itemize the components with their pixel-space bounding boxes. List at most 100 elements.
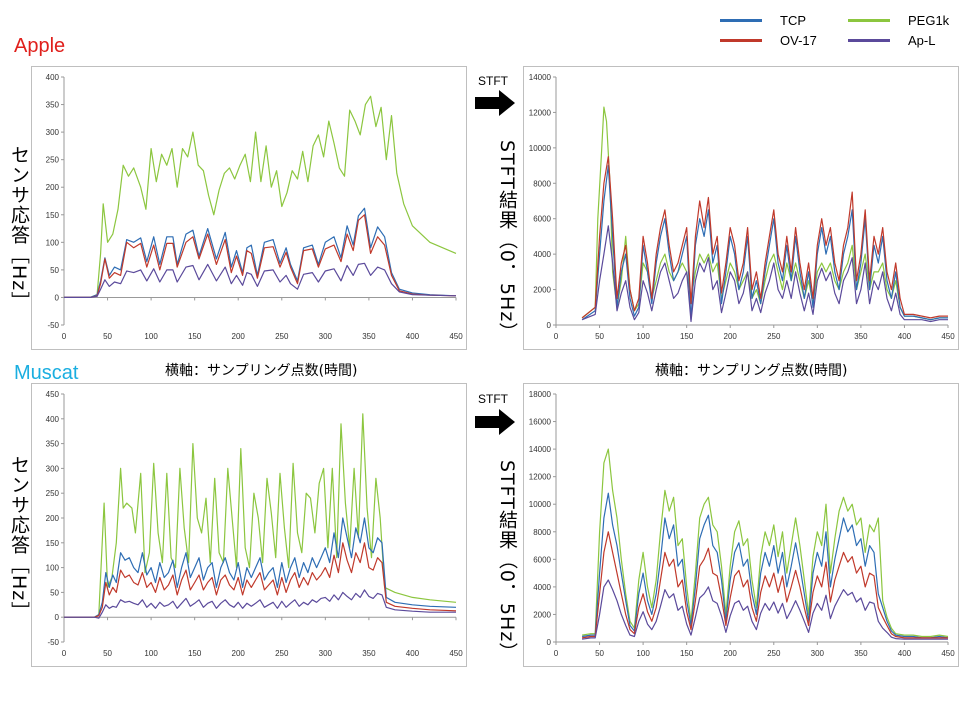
y-tick-label: 50: [50, 266, 59, 275]
x-tick-label: 200: [724, 332, 738, 341]
y-tick-label: 150: [46, 539, 60, 548]
y-tick-label: 350: [46, 101, 60, 110]
x-tick-label: 450: [449, 332, 463, 341]
y-tick-label: -50: [47, 638, 59, 647]
y-tick-label: 4000: [533, 250, 551, 259]
y-tick-label: 8000: [533, 179, 551, 188]
y-tick-label: 200: [46, 514, 60, 523]
y-tick-label: -50: [47, 321, 59, 330]
series-line-peg1k: [64, 95, 457, 298]
legend-item-tcp: TCP: [720, 10, 806, 30]
y-tick-label: 400: [46, 73, 60, 82]
x-tick-label: 150: [188, 332, 202, 341]
y-tick-label: 8000: [533, 528, 551, 537]
y-tick-label: 4000: [533, 583, 551, 592]
y-tick-label: 0: [55, 293, 60, 302]
apple-stft-ylabel: STFT結果（0．5Hz）: [496, 140, 518, 343]
x-tick-label: 100: [144, 649, 158, 658]
y-tick-label: 50: [50, 588, 59, 597]
legend-swatch-ov17: [720, 38, 762, 42]
x-tick-label: 400: [898, 332, 912, 341]
x-tick-label: 250: [275, 332, 289, 341]
x-tick-label: 150: [188, 649, 202, 658]
apple-stft-xlabel: 横軸：サンプリング点数(時間): [655, 363, 848, 379]
series-line-tcp: [64, 517, 457, 618]
x-tick-label: 450: [941, 649, 955, 658]
y-tick-label: 10000: [529, 144, 552, 153]
y-tick-label: 300: [46, 128, 60, 137]
y-tick-label: 0: [547, 321, 552, 330]
x-tick-label: 450: [941, 332, 955, 341]
series-line-apl: [582, 579, 948, 640]
x-tick-label: 150: [680, 332, 694, 341]
legend: TCP OV-17 PEG1k Ap-L: [720, 10, 960, 50]
x-tick-label: 250: [767, 332, 781, 341]
legend-item-peg1k: PEG1k: [848, 10, 949, 30]
y-tick-label: 2000: [533, 286, 551, 295]
x-tick-label: 50: [595, 649, 604, 658]
muscat-stft-ylabel: STFT結果（0．5Hz）: [496, 460, 518, 663]
series-line-ov17: [581, 156, 948, 319]
legend-swatch-apl: [848, 38, 890, 42]
legend-label-ov17: OV-17: [780, 32, 817, 48]
x-tick-label: 0: [554, 649, 559, 658]
series-line-peg1k: [64, 413, 457, 618]
legend-label-peg1k: PEG1k: [908, 12, 950, 28]
stft-label-muscat: STFT: [478, 392, 508, 406]
x-tick-label: 300: [811, 332, 825, 341]
muscat-raw-chart: -50 0 50 100 150 200 250 300 350 400 450 0 50 100 150 2…: [31, 383, 467, 667]
series-line-ov17: [582, 531, 948, 639]
x-tick-label: 250: [767, 649, 781, 658]
series-line-tcp: [582, 492, 949, 639]
series-line-peg1k: [582, 448, 949, 638]
x-tick-label: 100: [636, 332, 650, 341]
y-tick-label: 400: [46, 415, 60, 424]
series-line-ov17: [64, 214, 457, 298]
y-tick-label: 12000: [529, 473, 552, 482]
y-tick-label: 250: [46, 489, 60, 498]
x-tick-label: 100: [636, 649, 650, 658]
x-tick-label: 200: [724, 649, 738, 658]
muscat-raw-ylabel: センサ応答［Hz］: [8, 455, 30, 622]
series-line-tcp: [581, 165, 948, 321]
apple-stft-chart-svg: 0 2000 4000 6000 8000 10000 12000 14000 0 50 100 15…: [529, 73, 955, 341]
x-tick-label: 300: [319, 649, 333, 658]
y-tick-label: 350: [46, 440, 60, 449]
x-tick-label: 350: [854, 332, 868, 341]
x-tick-label: 0: [554, 332, 559, 341]
legend-label-apl: Ap-L: [908, 32, 936, 48]
series-line-tcp: [64, 207, 457, 298]
x-tick-label: 450: [449, 649, 463, 658]
y-tick-label: 18000: [529, 390, 552, 399]
x-tick-label: 300: [319, 332, 333, 341]
x-tick-label: 200: [232, 649, 246, 658]
x-tick-label: 0: [62, 649, 67, 658]
series-line-apl: [64, 262, 457, 298]
x-tick-label: 350: [362, 332, 376, 341]
y-tick-label: 300: [46, 464, 60, 473]
y-tick-label: 16000: [529, 418, 552, 427]
y-tick-label: 14000: [529, 445, 552, 454]
series-line-ov17: [64, 542, 457, 618]
y-tick-label: 150: [46, 211, 60, 220]
y-tick-label: 450: [46, 390, 60, 399]
section-title-apple: Apple: [14, 35, 66, 57]
series-line-apl: [64, 589, 456, 619]
x-tick-label: 0: [62, 332, 67, 341]
arrow-right-icon: [475, 90, 515, 116]
legend-swatch-peg1k: [848, 18, 890, 22]
y-tick-label: 10000: [529, 500, 552, 509]
legend-swatch-tcp: [720, 18, 762, 22]
legend-item-ov17: OV-17: [720, 30, 817, 50]
apple-raw-xlabel: 横軸：サンプリング点数(時間): [165, 363, 358, 379]
y-tick-label: 200: [46, 183, 60, 192]
x-tick-label: 50: [103, 649, 112, 658]
y-tick-label: 0: [55, 613, 60, 622]
legend-label-tcp: TCP: [780, 12, 806, 28]
apple-stft-chart: 0 2000 4000 6000 8000 10000 12000 14000 0 50 100 15…: [523, 66, 959, 350]
apple-raw-ylabel: センサ応答［Hz］: [8, 145, 30, 312]
x-tick-label: 400: [406, 332, 420, 341]
x-tick-label: 100: [144, 332, 158, 341]
